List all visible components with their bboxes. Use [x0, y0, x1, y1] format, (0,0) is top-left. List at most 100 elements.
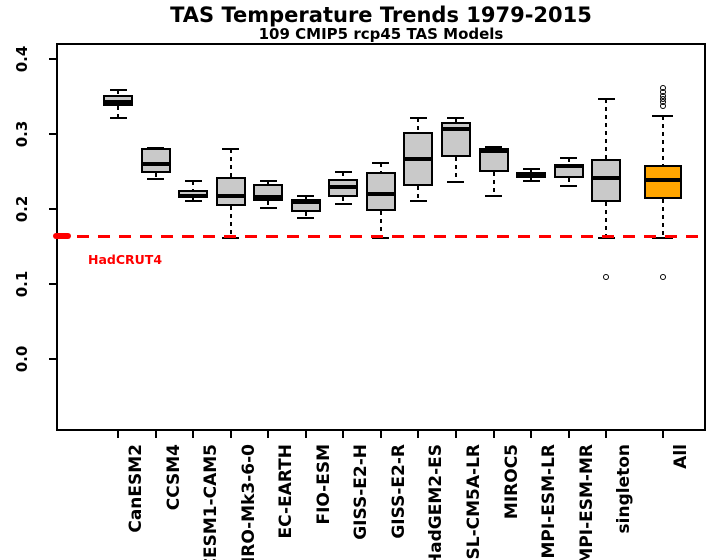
- x-axis-label: GISS-E2-H: [351, 444, 372, 540]
- x-axis-tick: [661, 431, 664, 438]
- y-axis-tick: [49, 358, 56, 360]
- whisker-lower: [304, 212, 307, 218]
- median-line: [643, 177, 682, 182]
- x-axis-tick: [192, 431, 195, 438]
- x-axis-label: MIROC5: [501, 444, 522, 520]
- whisker-upper: [379, 162, 382, 173]
- x-axis-label: CCSM4: [163, 444, 184, 511]
- whisker-cap-upper: [560, 157, 578, 159]
- whisker-lower: [567, 178, 570, 186]
- x-axis-tick: [379, 431, 382, 438]
- median-line: [215, 194, 246, 199]
- whisker-lower: [117, 105, 119, 119]
- y-tick-label: 0.3: [13, 120, 31, 148]
- whisker-upper: [567, 158, 570, 164]
- median-line: [516, 172, 547, 177]
- whisker-cap-lower: [334, 202, 352, 205]
- x-axis-tick: [154, 431, 157, 438]
- whisker-cap-upper: [222, 148, 240, 150]
- x-axis-label: EC-EARTH: [276, 444, 297, 539]
- x-axis-label: MPI-ESM-LR: [539, 444, 560, 559]
- whisker-upper: [117, 89, 119, 95]
- box-CCSM4: [140, 148, 171, 173]
- whisker-cap-upper: [485, 145, 502, 148]
- x-axis-tick: [567, 431, 570, 438]
- reference-line-label: HadCRUT4: [88, 252, 163, 267]
- whisker-cap-upper: [109, 88, 127, 91]
- whisker-lower: [417, 185, 420, 201]
- whisker-cap-upper: [334, 170, 352, 173]
- whisker-cap-lower: [297, 217, 315, 219]
- whisker-upper: [192, 180, 195, 190]
- x-axis-tick: [530, 431, 533, 438]
- y-axis-tick: [49, 283, 56, 285]
- y-tick-label: 0.0: [13, 345, 31, 373]
- chart-title: TAS Temperature Trends 1979-2015: [170, 3, 592, 27]
- whisker-lower: [530, 178, 533, 181]
- whisker-cap-lower: [222, 237, 240, 240]
- box-singleton: [591, 158, 622, 203]
- whisker-cap-upper: [597, 97, 615, 100]
- whisker-cap-lower: [447, 181, 465, 183]
- x-axis-tick: [342, 431, 345, 438]
- median-line: [253, 195, 284, 199]
- x-axis-label: IPSL-CM5A-LR: [463, 444, 484, 560]
- whisker-lower: [154, 173, 157, 179]
- whisker-upper: [661, 116, 664, 165]
- box-CSIRO-Mk3-6-0: [215, 176, 246, 206]
- x-axis-tick: [605, 431, 608, 438]
- median-line: [553, 164, 584, 169]
- x-axis-tick: [304, 431, 307, 438]
- x-axis-label: HadGEM2-ES: [426, 444, 447, 560]
- x-axis-label: CESM1-CAM5: [201, 444, 222, 560]
- median-line: [440, 126, 471, 131]
- whisker-lower: [492, 172, 495, 196]
- whisker-cap-lower: [522, 179, 540, 182]
- whisker-cap-lower: [485, 194, 502, 197]
- whisker-lower: [342, 197, 345, 204]
- median-line: [591, 176, 622, 181]
- whisker-cap-upper: [147, 146, 165, 149]
- box-GISS-E2-R: [365, 172, 396, 211]
- median-line: [103, 99, 133, 104]
- whisker-cap-lower: [109, 117, 127, 120]
- whisker-cap-lower: [184, 199, 202, 202]
- outlier-point: [659, 102, 666, 109]
- whisker-cap-upper: [372, 161, 390, 164]
- whisker-cap-upper: [184, 179, 202, 182]
- median-line: [140, 162, 171, 166]
- whisker-upper: [530, 169, 533, 172]
- whisker-lower: [192, 197, 195, 201]
- x-axis-tick: [492, 431, 495, 438]
- whisker-upper: [454, 118, 457, 122]
- x-axis-label: CSIRO-Mk3-6-0: [238, 444, 259, 560]
- whisker-cap-lower: [597, 237, 615, 240]
- reference-line: [56, 234, 706, 238]
- median-line: [178, 193, 209, 198]
- median-line: [365, 192, 396, 196]
- median-line: [328, 184, 359, 189]
- x-axis-tick: [267, 431, 270, 438]
- whisker-cap-lower: [147, 178, 165, 180]
- whisker-upper: [267, 180, 270, 184]
- whisker-upper: [605, 98, 608, 159]
- x-axis-tick: [117, 431, 119, 438]
- x-axis-label: CanESM2: [126, 444, 146, 533]
- y-axis-tick: [49, 133, 56, 135]
- whisker-cap-upper: [447, 117, 465, 120]
- whisker-upper: [417, 117, 420, 132]
- y-axis-tick: [49, 208, 56, 210]
- whisker-lower: [454, 156, 457, 182]
- whisker-cap-upper: [297, 195, 315, 198]
- whisker-cap-upper: [259, 179, 277, 182]
- y-tick-label: 0.4: [13, 45, 31, 73]
- whisker-cap-lower: [259, 207, 277, 210]
- whisker-cap-lower: [652, 237, 673, 240]
- whisker-lower: [229, 206, 232, 239]
- whisker-lower: [379, 210, 382, 238]
- whisker-cap-lower: [409, 199, 427, 202]
- y-tick-label: 0.2: [13, 195, 31, 223]
- whisker-cap-upper: [409, 116, 427, 119]
- whisker-cap-upper: [652, 115, 673, 117]
